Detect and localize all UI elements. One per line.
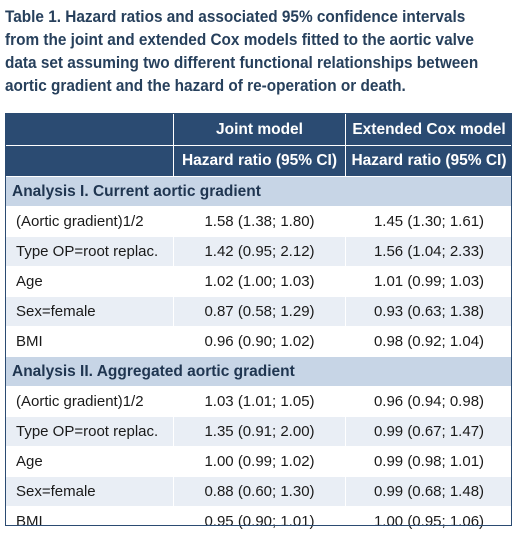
caption-line: Table 1. Hazard ratios and associated 95…	[5, 8, 466, 26]
row-label: Type OP=root replac.	[5, 416, 174, 447]
caption-line: data set assuming two different function…	[5, 54, 479, 72]
extended-cox-value: 1.01 (0.99; 1.03)	[345, 266, 513, 297]
table-row: BMI 0.96 (0.90; 1.02) 0.98 (0.92; 1.04)	[5, 326, 513, 357]
joint-model-value: 1.03 (1.01; 1.05)	[173, 386, 346, 417]
row-label: Age	[5, 266, 174, 297]
joint-model-value: 0.88 (0.60; 1.30)	[173, 476, 346, 507]
table-row: Sex=female 0.87 (0.58; 1.29) 0.93 (0.63;…	[5, 296, 513, 327]
extended-cox-value: 1.00 (0.95; 1.06)	[345, 506, 513, 537]
extended-cox-value: 0.99 (0.98; 1.01)	[345, 446, 513, 477]
table-row: Type OP=root replac. 1.35 (0.91; 2.00) 0…	[5, 416, 513, 447]
extended-cox-value: 1.56 (1.04; 2.33)	[345, 236, 513, 267]
joint-model-value: 1.58 (1.38; 1.80)	[173, 206, 346, 237]
row-label: Age	[5, 446, 174, 477]
extended-cox-value: 0.98 (0.92; 1.04)	[345, 326, 513, 357]
extended-cox-value: 0.93 (0.63; 1.38)	[345, 296, 513, 327]
header-joint-model: Joint model	[173, 113, 346, 146]
header-row-measures: Hazard ratio (95% CI) Hazard ratio (95% …	[5, 145, 513, 177]
row-label: BMI	[5, 326, 174, 357]
section-row-analysis-1: Analysis I. Current aortic gradient	[5, 176, 513, 207]
table-row: BMI 0.95 (0.90; 1.01) 1.00 (0.95; 1.06)	[5, 506, 513, 537]
joint-model-value: 1.00 (0.99; 1.02)	[173, 446, 346, 477]
header-corner-cell	[5, 145, 174, 177]
joint-model-value: 0.95 (0.90; 1.01)	[173, 506, 346, 537]
joint-model-value: 0.96 (0.90; 1.02)	[173, 326, 346, 357]
table-row: Age 1.00 (0.99; 1.02) 0.99 (0.98; 1.01)	[5, 446, 513, 477]
table-row: (Aortic gradient)1/2 1.03 (1.01; 1.05) 0…	[5, 386, 513, 417]
header-corner-cell	[5, 113, 174, 146]
extended-cox-value: 0.99 (0.67; 1.47)	[345, 416, 513, 447]
extended-cox-value: 0.99 (0.68; 1.48)	[345, 476, 513, 507]
joint-model-value: 0.87 (0.58; 1.29)	[173, 296, 346, 327]
joint-model-value: 1.02 (1.00; 1.03)	[173, 266, 346, 297]
header-row-models: Joint model Extended Cox model	[5, 113, 513, 146]
table-row: Age 1.02 (1.00; 1.03) 1.01 (0.99; 1.03)	[5, 266, 513, 297]
extended-cox-value: 0.96 (0.94; 0.98)	[345, 386, 513, 417]
row-label: (Aortic gradient)1/2	[5, 206, 174, 237]
table-caption: Table 1. Hazard ratios and associated 95…	[5, 6, 479, 98]
hazard-ratio-table: Joint model Extended Cox model Hazard ra…	[5, 113, 513, 537]
joint-model-value: 1.42 (0.95; 2.12)	[173, 236, 346, 267]
header-hazard-ratio-cox: Hazard ratio (95% CI)	[345, 145, 513, 177]
section-title: Analysis I. Current aortic gradient	[5, 176, 513, 207]
table-row: Type OP=root replac. 1.42 (0.95; 2.12) 1…	[5, 236, 513, 267]
caption-line: from the joint and extended Cox models f…	[5, 31, 474, 49]
header-extended-cox-model: Extended Cox model	[345, 113, 513, 146]
table-row: Sex=female 0.88 (0.60; 1.30) 0.99 (0.68;…	[5, 476, 513, 507]
table-row: (Aortic gradient)1/2 1.58 (1.38; 1.80) 1…	[5, 206, 513, 237]
row-label: Sex=female	[5, 476, 174, 507]
row-label: BMI	[5, 506, 174, 537]
joint-model-value: 1.35 (0.91; 2.00)	[173, 416, 346, 447]
row-label: Sex=female	[5, 296, 174, 327]
caption-line: aortic gradient and the hazard of re-ope…	[5, 77, 406, 95]
row-label: (Aortic gradient)1/2	[5, 386, 174, 417]
extended-cox-value: 1.45 (1.30; 1.61)	[345, 206, 513, 237]
header-hazard-ratio-joint: Hazard ratio (95% CI)	[173, 145, 346, 177]
section-row-analysis-2: Analysis II. Aggregated aortic gradient	[5, 356, 513, 387]
row-label: Type OP=root replac.	[5, 236, 174, 267]
section-title: Analysis II. Aggregated aortic gradient	[5, 356, 513, 387]
